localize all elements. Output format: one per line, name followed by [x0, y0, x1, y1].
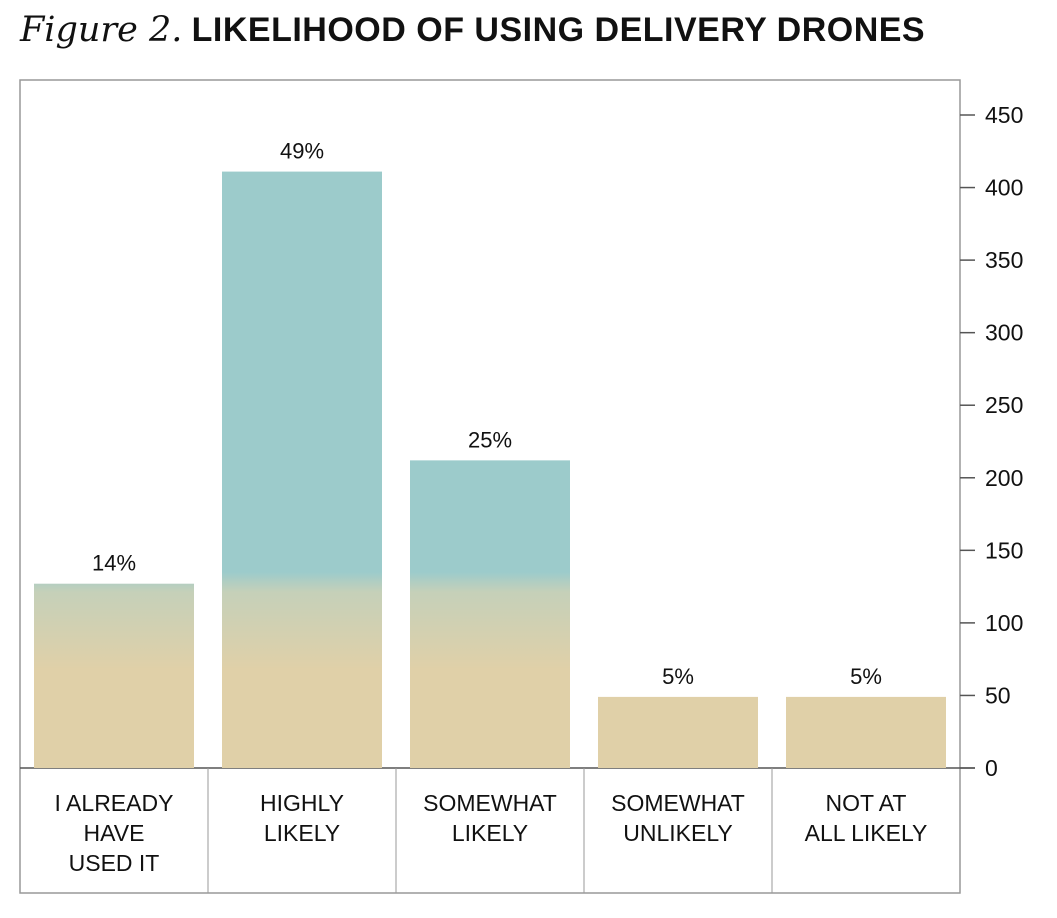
y-tick-label: 200: [985, 465, 1023, 491]
data-label: 49%: [280, 139, 324, 164]
y-tick-label: 100: [985, 610, 1023, 636]
bar: [222, 171, 382, 769]
category-label-line: NOT AT: [826, 790, 907, 816]
category-label: NOT AT ALL LIKELY: [805, 790, 928, 846]
y-tick-label: 300: [985, 320, 1023, 346]
category-label-line: ALL LIKELY: [805, 820, 928, 846]
bar: [786, 696, 946, 768]
title-text: LIKELIHOOD OF USING DELIVERY DRONES: [191, 11, 926, 49]
bar: [34, 583, 194, 768]
y-tick-label: 350: [985, 247, 1023, 273]
category-label-line: LIKELY: [264, 820, 340, 846]
category-label: SOMEWHAT UNLIKELY: [611, 790, 745, 846]
category-label-line: HIGHLY: [260, 790, 344, 816]
category-label-line: USED IT: [69, 850, 160, 876]
plot-border: [19, 79, 961, 894]
y-tick-label: 50: [985, 682, 1011, 708]
category-label: HIGHLY LIKELY: [260, 790, 344, 846]
data-label: 14%: [92, 551, 136, 576]
figure-label: Figure 2.: [20, 10, 183, 50]
y-tick-label: 400: [985, 175, 1023, 201]
category-label-line: I ALREADY: [55, 790, 174, 816]
data-label: 25%: [468, 427, 512, 452]
y-tick-label: 250: [985, 392, 1023, 418]
data-label: 5%: [850, 664, 882, 689]
category-label: SOMEWHAT LIKELY: [423, 790, 557, 846]
category-label-line: SOMEWHAT: [423, 790, 557, 816]
y-tick-label: 150: [985, 537, 1023, 563]
category-label: I ALREADY HAVE USED IT: [55, 790, 174, 876]
data-labels: 14% 49% 25% 5% 5%: [92, 139, 882, 689]
category-label-line: SOMEWHAT: [611, 790, 745, 816]
y-tick-label: 0: [985, 755, 998, 781]
data-label: 5%: [662, 664, 694, 689]
bar: [410, 460, 570, 768]
bar: [598, 696, 758, 768]
category-label-line: LIKELY: [452, 820, 528, 846]
y-axis: 0 50 100 150 200 250 300 350 400 450: [960, 102, 1023, 781]
category-label-line: UNLIKELY: [623, 820, 733, 846]
bars: [34, 171, 946, 769]
chart-title: Figure 2. LIKELIHOOD OF USING DELIVERY D…: [20, 8, 925, 51]
y-tick-label: 450: [985, 102, 1023, 128]
category-label-line: HAVE: [84, 820, 145, 846]
